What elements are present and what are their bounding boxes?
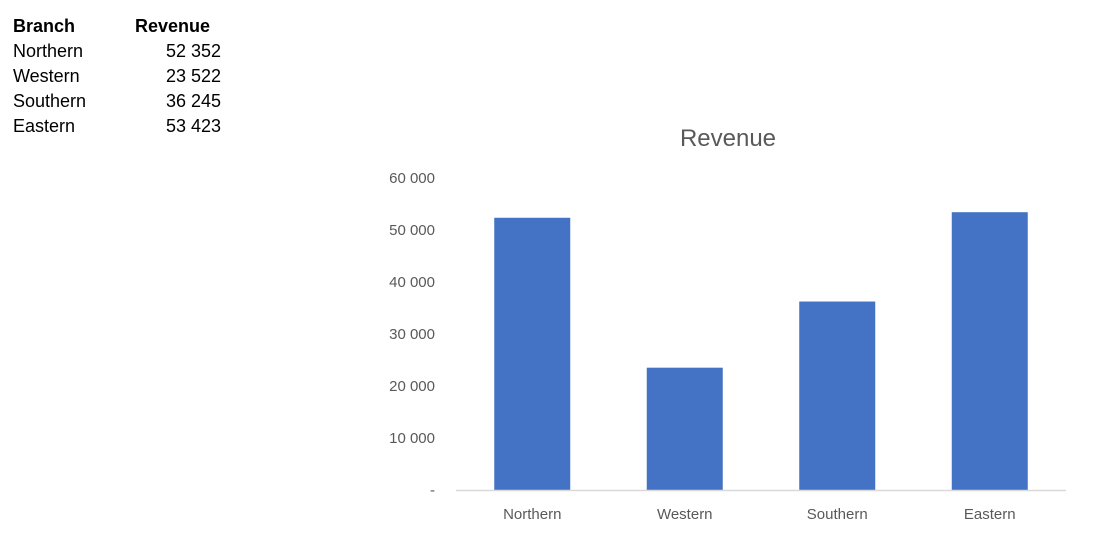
bar-series: [494, 212, 1028, 491]
x-axis-labels: Northern Western Southern Eastern: [503, 506, 1016, 523]
x-tick-label: Eastern: [964, 506, 1016, 523]
table-header-row: Branch Revenue: [13, 14, 221, 39]
table-cell-branch: Eastern: [13, 116, 76, 136]
x-tick-label: Northern: [503, 506, 561, 523]
x-tick-label: Southern: [807, 506, 868, 523]
header-branch: Branch: [13, 16, 76, 36]
table-row: Eastern 53 423: [13, 114, 221, 139]
table-row: Western 23 522: [13, 64, 221, 89]
y-axis-ticks: - 10 000 20 000 30 000 40 000 50 000 60 000: [389, 170, 435, 499]
table-cell-revenue: 52 352: [165, 41, 221, 61]
y-tick-label: 20 000: [389, 378, 435, 395]
bar-northern: [494, 217, 571, 490]
table-row: Southern 36 245: [13, 89, 221, 114]
chart-title: Revenue: [680, 125, 776, 152]
table-cell-branch: Southern: [13, 91, 87, 111]
table-cell-branch: Northern: [13, 41, 84, 61]
x-tick-label: Western: [657, 506, 713, 523]
y-tick-label: 10 000: [389, 430, 435, 447]
y-tick-label: 30 000: [389, 326, 435, 343]
header-revenue: Revenue: [135, 16, 211, 36]
y-tick-label: 40 000: [389, 274, 435, 291]
table-cell-revenue: 53 423: [165, 116, 221, 136]
bar-western: [646, 367, 723, 490]
bar-eastern: [951, 212, 1028, 491]
table-cell-revenue: 23 522: [165, 66, 221, 86]
y-tick-label: 60 000: [389, 170, 435, 187]
table-row: Northern 52 352: [13, 39, 221, 64]
table-cell-revenue: 36 245: [165, 91, 221, 111]
y-tick-label: -: [430, 482, 435, 499]
y-tick-label: 50 000: [389, 222, 435, 239]
revenue-data-table: Branch Revenue Northern 52 352 Western 2…: [13, 14, 221, 139]
bar-southern: [799, 301, 876, 490]
table-cell-branch: Western: [13, 66, 80, 86]
